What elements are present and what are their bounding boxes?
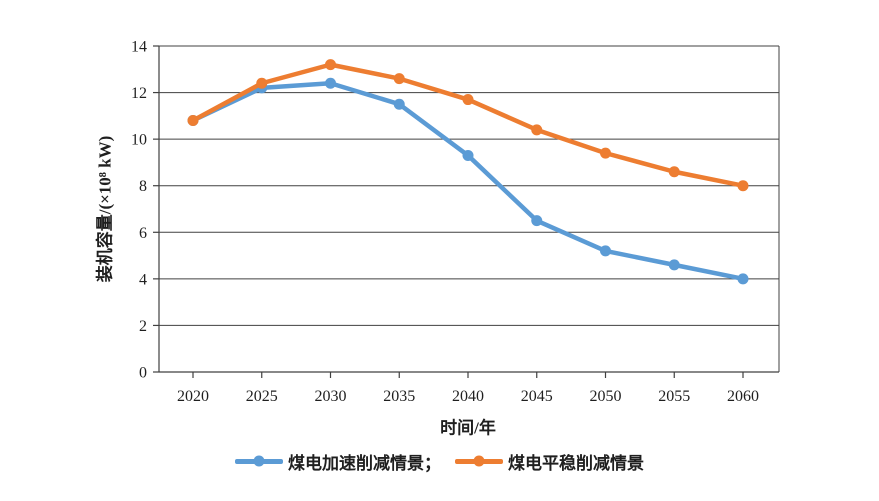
y-tick-label: 6 (139, 225, 147, 242)
data-point-marker (668, 166, 680, 178)
y-tick-label: 14 (131, 39, 147, 56)
data-point-marker (393, 98, 405, 110)
legend-line-marker-orange (455, 455, 503, 467)
x-tick-label: 2060 (727, 388, 759, 405)
x-tick-label: 2055 (658, 388, 690, 405)
x-tick-label: 2035 (383, 388, 415, 405)
data-point-marker (462, 94, 474, 106)
data-point-marker (737, 180, 749, 192)
data-point-marker (393, 73, 405, 85)
y-axis-title: 装机容量/(×10⁸ kW) (95, 135, 115, 283)
data-point-marker (531, 124, 543, 136)
legend-label-accelerated-reduction: 煤电加速削减情景； (288, 453, 441, 473)
legend: 煤电加速削减情景； 煤电平稳削减情景 (0, 449, 879, 473)
data-point-marker (325, 59, 336, 71)
y-tick-label: 2 (139, 318, 147, 335)
x-tick-label: 2045 (521, 388, 553, 405)
series-line (190, 81, 746, 282)
x-axis-title: 时间/年 (440, 418, 496, 438)
legend-item-steady-reduction: 煤电平稳削减情景 (455, 449, 644, 474)
x-tick-label: 2020 (177, 388, 209, 405)
y-tick-label: 12 (131, 85, 147, 102)
data-point-marker (325, 77, 336, 89)
data-point-marker (600, 245, 611, 257)
legend-item-accelerated-reduction: 煤电加速削减情景； (235, 449, 441, 474)
x-tick-label: 2025 (246, 388, 278, 405)
data-point-marker (187, 115, 199, 127)
data-point-marker (668, 259, 680, 271)
data-point-marker (600, 147, 611, 159)
legend-dot-blue (253, 455, 265, 467)
data-point-marker (737, 273, 749, 285)
y-tick-label: 0 (139, 365, 147, 382)
data-point-marker (462, 149, 474, 161)
data-point-marker (256, 77, 268, 89)
data-point-marker (531, 215, 543, 227)
legend-dot-orange (473, 455, 485, 467)
legend-line-marker-blue (235, 455, 283, 467)
y-tick-label: 10 (131, 132, 147, 149)
x-tick-label: 2050 (590, 388, 622, 405)
y-tick-label: 4 (139, 271, 147, 288)
x-tick-label: 2030 (315, 388, 347, 405)
x-tick-label: 2040 (452, 388, 484, 405)
series-line (190, 62, 746, 188)
y-tick-label: 8 (139, 178, 147, 195)
legend-label-steady-reduction: 煤电平稳削减情景 (508, 453, 644, 473)
